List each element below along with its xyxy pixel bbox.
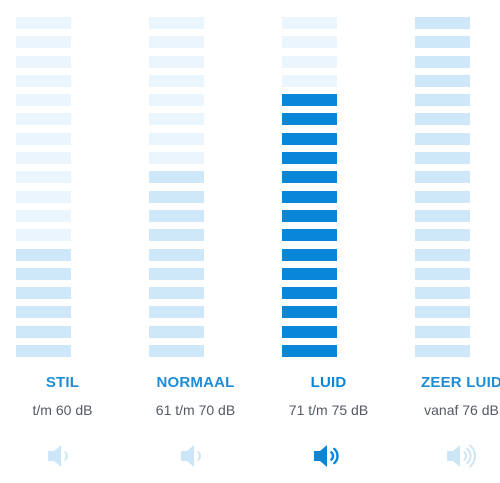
- level-segment: [149, 55, 204, 68]
- level-segment: [16, 55, 71, 68]
- level-bars: [16, 17, 71, 364]
- level-segment: [415, 113, 470, 126]
- level-segment: [282, 248, 337, 261]
- level-segment: [149, 74, 204, 87]
- level-segment: [415, 345, 470, 358]
- level-label: ZEER LUID: [421, 374, 500, 391]
- level-segment: [149, 17, 204, 29]
- level-segment: [415, 55, 470, 68]
- level-segment: [415, 190, 470, 203]
- level-segment: [149, 345, 204, 358]
- level-segment: [282, 152, 337, 165]
- level-segment: [16, 287, 71, 300]
- level-segment: [282, 55, 337, 68]
- level-segment: [16, 209, 71, 222]
- level-column: ZEER LUID vanaf 76 dB: [399, 0, 500, 483]
- level-segment: [282, 287, 337, 300]
- level-segment: [282, 74, 337, 87]
- level-range: 61 t/m 70 dB: [155, 402, 236, 418]
- level-segment: [415, 229, 470, 242]
- level-segment: [149, 132, 204, 145]
- level-label: NORMAAL: [156, 374, 235, 391]
- level-segment: [282, 17, 337, 29]
- level-column: NORMAAL 61 t/m 70 dB: [133, 0, 258, 483]
- level-segment: [16, 132, 71, 145]
- level-segment: [149, 267, 204, 280]
- level-range: 71 t/m 75 dB: [288, 402, 369, 418]
- level-segment: [415, 325, 470, 338]
- level-segment: [415, 267, 470, 280]
- level-column: STIL t/m 60 dB: [0, 0, 125, 483]
- level-segment: [282, 229, 337, 242]
- level-segment: [415, 152, 470, 165]
- level-segment: [415, 94, 470, 107]
- level-segment: [149, 171, 204, 184]
- level-segment: [415, 248, 470, 261]
- level-segment: [415, 132, 470, 145]
- level-segment: [16, 36, 71, 49]
- level-segment: [415, 171, 470, 184]
- level-bars: [282, 17, 337, 364]
- level-segment: [149, 287, 204, 300]
- level-segment: [16, 74, 71, 87]
- level-segment: [16, 171, 71, 184]
- level-label: STIL: [45, 374, 80, 391]
- level-bars: [149, 17, 204, 364]
- level-segment: [415, 74, 470, 87]
- level-segment: [415, 306, 470, 319]
- level-segment: [282, 209, 337, 222]
- level-segment: [149, 325, 204, 338]
- level-segment: [149, 152, 204, 165]
- level-segment: [282, 94, 337, 107]
- level-segment: [16, 113, 71, 126]
- level-segment: [149, 36, 204, 49]
- level-segment: [282, 132, 337, 145]
- level-segment: [16, 94, 71, 107]
- level-column: LUID 71 t/m 75 dB: [266, 0, 391, 483]
- speaker-quiet-icon: [0, 443, 125, 469]
- speaker-loud-icon: [266, 443, 391, 469]
- level-segment: [415, 17, 470, 29]
- level-segment: [282, 113, 337, 126]
- level-segment: [282, 306, 337, 319]
- level-segment: [16, 325, 71, 338]
- level-segment: [149, 306, 204, 319]
- level-segment: [16, 267, 71, 280]
- level-segment: [16, 17, 71, 29]
- level-bars: [415, 17, 470, 364]
- level-segment: [16, 248, 71, 261]
- level-segment: [282, 345, 337, 358]
- level-segment: [282, 190, 337, 203]
- level-segment: [149, 94, 204, 107]
- level-segment: [16, 152, 71, 165]
- level-segment: [16, 306, 71, 319]
- level-segment: [415, 287, 470, 300]
- level-segment: [282, 171, 337, 184]
- level-range: t/m 60 dB: [32, 402, 93, 418]
- level-segment: [282, 36, 337, 49]
- level-segment: [16, 229, 71, 242]
- level-segment: [16, 345, 71, 358]
- speaker-normal-icon: [133, 443, 258, 469]
- level-range: vanaf 76 dB: [424, 402, 499, 418]
- speaker-very-loud-icon: [399, 443, 500, 469]
- level-segment: [149, 229, 204, 242]
- level-segment: [149, 209, 204, 222]
- level-segment: [149, 248, 204, 261]
- level-segment: [282, 325, 337, 338]
- level-segment: [16, 190, 71, 203]
- level-segment: [149, 190, 204, 203]
- level-label: LUID: [310, 374, 347, 391]
- level-segment: [282, 267, 337, 280]
- level-segment: [149, 113, 204, 126]
- level-segment: [415, 36, 470, 49]
- level-segment: [415, 209, 470, 222]
